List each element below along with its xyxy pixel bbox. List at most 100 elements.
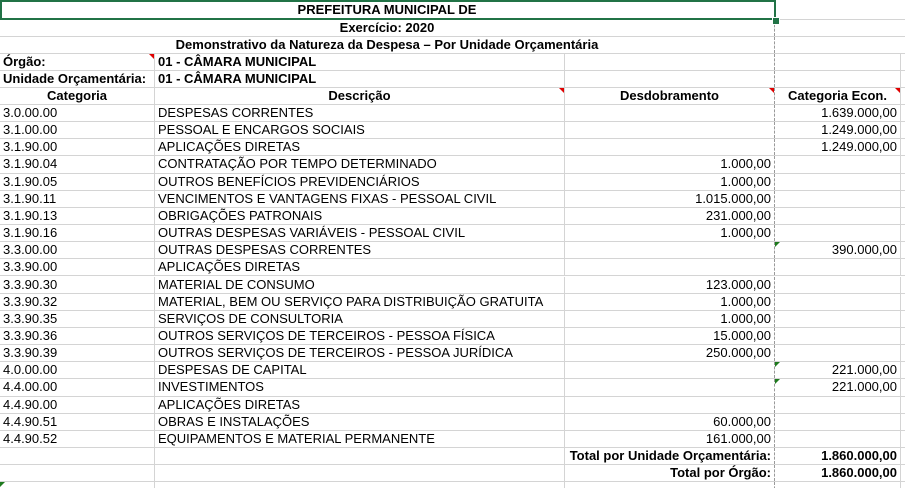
unidade-value[interactable]: 01 - CÂMARA MUNICIPAL xyxy=(155,71,565,87)
descricao-cell[interactable]: DESPESAS CORRENTES xyxy=(155,105,565,122)
header-desdobramento[interactable]: Desdobramento xyxy=(565,88,775,104)
header-categoria-econ[interactable]: Categoria Econ. xyxy=(775,88,901,104)
exercise-cell[interactable]: Exercício: 2020 xyxy=(0,20,775,36)
descricao-cell[interactable]: APLICAÇÕES DIRETAS xyxy=(155,396,565,413)
categoria-cell[interactable]: 3.3.90.36 xyxy=(0,327,155,345)
categoria-econ-cell[interactable] xyxy=(775,156,901,173)
desdobramento-cell[interactable]: 15.000,00 xyxy=(565,327,775,345)
categoria-econ-cell[interactable] xyxy=(775,190,901,207)
title-cell[interactable]: PREFEITURA MUNICIPAL DE xyxy=(0,0,775,19)
categoria-econ-cell[interactable]: 1.249.000,00 xyxy=(775,122,901,139)
categoria-cell[interactable]: 3.1.90.13 xyxy=(0,207,155,225)
desdobramento-cell[interactable]: 161.000,00 xyxy=(565,430,775,447)
categoria-econ-cell[interactable] xyxy=(775,310,901,327)
empty-cell[interactable] xyxy=(565,54,775,70)
desdobramento-cell[interactable] xyxy=(565,139,775,156)
categoria-econ-cell[interactable] xyxy=(775,276,901,293)
desdobramento-cell[interactable] xyxy=(565,105,775,122)
empty-cell[interactable] xyxy=(565,482,775,488)
desdobramento-cell[interactable]: 1.000,00 xyxy=(565,310,775,327)
descricao-cell[interactable]: OBRAS E INSTALAÇÕES xyxy=(155,413,565,430)
empty-cell[interactable] xyxy=(155,482,565,488)
descricao-cell[interactable]: OUTRAS DESPESAS CORRENTES xyxy=(155,242,565,259)
categoria-econ-cell[interactable]: 221.000,00 xyxy=(775,379,901,396)
empty-cell[interactable] xyxy=(0,465,155,482)
descricao-cell[interactable]: OBRIGAÇÕES PATRONAIS xyxy=(155,207,565,225)
categoria-cell[interactable]: 3.1.90.00 xyxy=(0,139,155,156)
empty-cell[interactable] xyxy=(565,71,775,87)
header-categoria[interactable]: Categoria xyxy=(0,88,155,104)
empty-cell[interactable] xyxy=(775,482,901,488)
desdobramento-cell[interactable]: 123.000,00 xyxy=(565,276,775,293)
total-orgao-label[interactable]: Total por Órgão: xyxy=(565,465,775,482)
empty-cell[interactable] xyxy=(155,448,565,465)
descricao-cell[interactable]: APLICAÇÕES DIRETAS xyxy=(155,139,565,156)
categoria-cell[interactable]: 3.1.90.04 xyxy=(0,156,155,173)
categoria-econ-cell[interactable] xyxy=(775,225,901,242)
desdobramento-cell[interactable]: 231.000,00 xyxy=(565,207,775,225)
descricao-cell[interactable]: PESSOAL E ENCARGOS SOCIAIS xyxy=(155,122,565,139)
desdobramento-cell[interactable] xyxy=(565,396,775,413)
empty-cell[interactable] xyxy=(0,448,155,465)
desdobramento-cell[interactable]: 250.000,00 xyxy=(565,345,775,362)
categoria-cell[interactable]: 4.4.90.52 xyxy=(0,430,155,447)
categoria-cell[interactable]: 3.1.90.05 xyxy=(0,173,155,190)
orgao-value[interactable]: 01 - CÂMARA MUNICIPAL xyxy=(155,54,565,70)
descricao-cell[interactable]: OUTRAS DESPESAS VARIÁVEIS - PESSOAL CIVI… xyxy=(155,225,565,242)
descricao-cell[interactable]: SERVIÇOS DE CONSULTORIA xyxy=(155,310,565,327)
descricao-cell[interactable]: EQUIPAMENTOS E MATERIAL PERMANENTE xyxy=(155,430,565,447)
categoria-econ-cell[interactable] xyxy=(775,396,901,413)
orgao-label[interactable]: Órgão: xyxy=(0,54,155,70)
categoria-econ-cell[interactable]: 221.000,00 xyxy=(775,362,901,379)
categoria-econ-cell[interactable] xyxy=(775,413,901,430)
categoria-cell[interactable]: 3.1.00.00 xyxy=(0,122,155,139)
categoria-cell[interactable]: 3.3.90.00 xyxy=(0,259,155,276)
categoria-cell[interactable]: 4.4.90.00 xyxy=(0,396,155,413)
total-unidade-label[interactable]: Total por Unidade Orçamentária: xyxy=(565,448,775,465)
desdobramento-cell[interactable] xyxy=(565,259,775,276)
empty-cell[interactable] xyxy=(775,71,901,87)
categoria-cell[interactable]: 3.3.90.32 xyxy=(0,293,155,310)
descricao-cell[interactable]: MATERIAL, BEM OU SERVIÇO PARA DISTRIBUIÇ… xyxy=(155,293,565,310)
desdobramento-cell[interactable] xyxy=(565,242,775,259)
descricao-cell[interactable]: VENCIMENTOS E VANTAGENS FIXAS - PESSOAL … xyxy=(155,190,565,207)
desdobramento-cell[interactable] xyxy=(565,379,775,396)
categoria-econ-cell[interactable]: 1.249.000,00 xyxy=(775,139,901,156)
categoria-cell[interactable]: 3.0.00.00 xyxy=(0,105,155,122)
descricao-cell[interactable]: APLICAÇÕES DIRETAS xyxy=(155,259,565,276)
desdobramento-cell[interactable]: 1.000,00 xyxy=(565,225,775,242)
subtitle-cell[interactable]: Demonstrativo da Natureza da Despesa – P… xyxy=(0,37,775,53)
categoria-econ-cell[interactable] xyxy=(775,207,901,225)
categoria-econ-cell[interactable] xyxy=(775,430,901,447)
descricao-cell[interactable]: OUTROS SERVIÇOS DE TERCEIROS - PESSOA JU… xyxy=(155,345,565,362)
desdobramento-cell[interactable]: 60.000,00 xyxy=(565,413,775,430)
desdobramento-cell[interactable]: 1.000,00 xyxy=(565,156,775,173)
categoria-cell[interactable]: 3.3.00.00 xyxy=(0,242,155,259)
empty-cell[interactable] xyxy=(775,54,901,70)
desdobramento-cell[interactable] xyxy=(565,122,775,139)
categoria-econ-cell[interactable] xyxy=(775,293,901,310)
categoria-cell[interactable]: 3.3.90.39 xyxy=(0,345,155,362)
empty-cell[interactable] xyxy=(0,482,155,488)
unidade-label[interactable]: Unidade Orçamentária: xyxy=(0,71,155,87)
categoria-econ-cell[interactable] xyxy=(775,259,901,276)
categoria-cell[interactable]: 4.4.90.51 xyxy=(0,413,155,430)
descricao-cell[interactable]: OUTROS SERVIÇOS DE TERCEIROS - PESSOA FÍ… xyxy=(155,327,565,345)
desdobramento-cell[interactable]: 1.015.000,00 xyxy=(565,190,775,207)
categoria-econ-cell[interactable]: 390.000,00 xyxy=(775,242,901,259)
desdobramento-cell[interactable]: 1.000,00 xyxy=(565,293,775,310)
categoria-cell[interactable]: 4.0.00.00 xyxy=(0,362,155,379)
categoria-cell[interactable]: 3.3.90.35 xyxy=(0,310,155,327)
total-orgao-value[interactable]: 1.860.000,00 xyxy=(775,465,901,482)
descricao-cell[interactable]: OUTROS BENEFÍCIOS PREVIDENCIÁRIOS xyxy=(155,173,565,190)
total-unidade-value[interactable]: 1.860.000,00 xyxy=(775,448,901,465)
empty-cell[interactable] xyxy=(155,465,565,482)
categoria-cell[interactable]: 3.1.90.16 xyxy=(0,225,155,242)
categoria-cell[interactable]: 3.3.90.30 xyxy=(0,276,155,293)
categoria-cell[interactable]: 4.4.00.00 xyxy=(0,379,155,396)
fill-handle[interactable] xyxy=(772,17,780,25)
categoria-cell[interactable]: 3.1.90.11 xyxy=(0,190,155,207)
descricao-cell[interactable]: MATERIAL DE CONSUMO xyxy=(155,276,565,293)
categoria-econ-cell[interactable] xyxy=(775,173,901,190)
categoria-econ-cell[interactable]: 1.639.000,00 xyxy=(775,105,901,122)
